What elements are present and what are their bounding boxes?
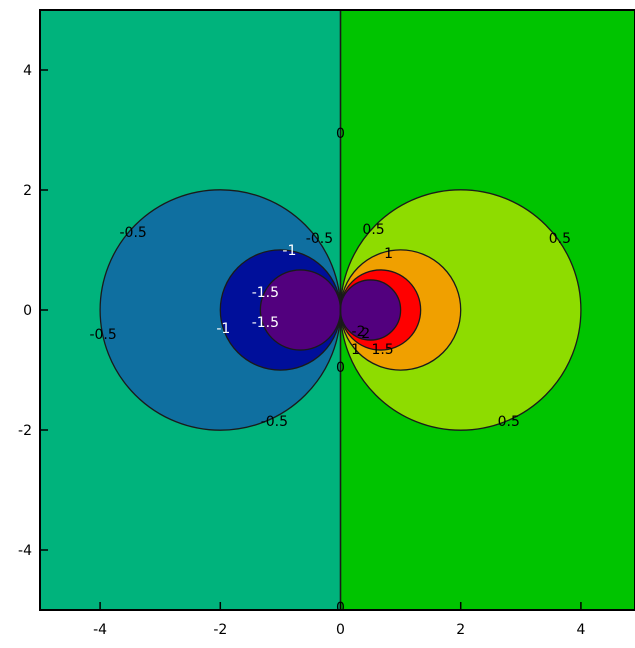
contour-label: -0.5 [261,414,288,430]
band-pos-2 [339,279,402,341]
contour-label: -1.5 [252,285,279,301]
x-tick-label: -4 [93,622,107,638]
x-tick-label: 2 [456,622,465,638]
contour-label: -0.5 [306,231,333,247]
x-tick-label: 4 [576,622,585,638]
contour-label: 0 [336,360,345,376]
y-tick-label: -4 [18,543,32,559]
contour-label: -0.5 [119,225,146,241]
contour-label: 1 [384,246,393,262]
y-tick-label: 2 [23,183,32,199]
contour-label: 0 [336,126,345,142]
x-tick-label: 0 [336,622,345,638]
contour-label: -2 [352,324,366,340]
y-tick-label: 0 [23,303,32,319]
contour-label: -0.5 [89,327,116,343]
contour-label: 1 [351,342,360,358]
contour-label: 1.5 [371,342,393,358]
contour-label: -1.5 [252,315,279,331]
y-tick-label: -2 [18,423,32,439]
contour-label: -1 [282,243,296,259]
contour-label: 0.5 [362,222,384,238]
contour-label: 0.5 [549,231,571,247]
band-neg-1-5 [259,269,342,351]
contour-label: -1 [216,321,230,337]
y-tick-label: 4 [23,63,32,79]
axes: -4 -2 0 2 4 4 2 0 -2 -4 [18,9,635,638]
contour-label: 0.5 [498,414,520,430]
plot-area: 000-0.5-0.5-0.5-0.50.50.50.5-1-111-1.5-1… [40,10,635,610]
contour-label: 2 [361,326,370,342]
x-tick-label: -2 [213,622,227,638]
